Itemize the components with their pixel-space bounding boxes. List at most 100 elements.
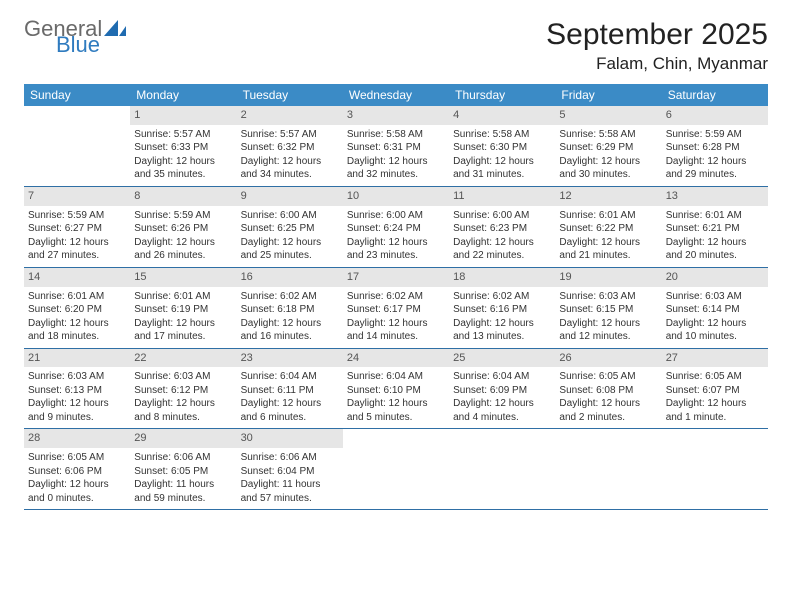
sunrise-text: Sunrise: 6:01 AM [559, 209, 657, 223]
day-number: 1 [130, 106, 236, 125]
daylight-text: Daylight: 12 hours and 34 minutes. [241, 155, 339, 182]
day-number: 10 [343, 187, 449, 206]
sunrise-text: Sunrise: 6:05 AM [666, 370, 764, 384]
day-number: 6 [662, 106, 768, 125]
sunset-text: Sunset: 6:28 PM [666, 141, 764, 155]
daylight-text: Daylight: 12 hours and 13 minutes. [453, 317, 551, 344]
sunset-text: Sunset: 6:14 PM [666, 303, 764, 317]
day-cell: 20Sunrise: 6:03 AMSunset: 6:14 PMDayligh… [662, 268, 768, 348]
daylight-text: Daylight: 12 hours and 2 minutes. [559, 397, 657, 424]
day-number: 2 [237, 106, 343, 125]
sunrise-text: Sunrise: 6:00 AM [347, 209, 445, 223]
day-cell: 17Sunrise: 6:02 AMSunset: 6:17 PMDayligh… [343, 268, 449, 348]
day-cell: 10Sunrise: 6:00 AMSunset: 6:24 PMDayligh… [343, 187, 449, 267]
day-cell [662, 429, 768, 509]
daylight-text: Daylight: 12 hours and 8 minutes. [134, 397, 232, 424]
daylight-text: Daylight: 12 hours and 29 minutes. [666, 155, 764, 182]
sunset-text: Sunset: 6:33 PM [134, 141, 232, 155]
daylight-text: Daylight: 12 hours and 17 minutes. [134, 317, 232, 344]
day-number: 20 [662, 268, 768, 287]
daylight-text: Daylight: 11 hours and 59 minutes. [134, 478, 232, 505]
week-row: 14Sunrise: 6:01 AMSunset: 6:20 PMDayligh… [24, 268, 768, 349]
sunrise-text: Sunrise: 6:03 AM [666, 290, 764, 304]
sunset-text: Sunset: 6:24 PM [347, 222, 445, 236]
calendar-grid: Sunday Monday Tuesday Wednesday Thursday… [24, 84, 768, 510]
sunset-text: Sunset: 6:11 PM [241, 384, 339, 398]
day-cell: 12Sunrise: 6:01 AMSunset: 6:22 PMDayligh… [555, 187, 661, 267]
day-cell: 15 Sunrise: 6:01 AMSunset: 6:19 PMDayligh… [130, 268, 236, 348]
week-row: 1 Sunrise: 5:57 AMSunset: 6:33 PM Daylight… [24, 106, 768, 187]
sunrise-text: Sunrise: 6:03 AM [134, 370, 232, 384]
day-cell: 19Sunrise: 6:03 AMSunset: 6:15 PMDayligh… [555, 268, 661, 348]
daylight-text: Daylight: 12 hours and 30 minutes. [559, 155, 657, 182]
day-number: 7 [24, 187, 130, 206]
sunrise-text: Sunrise: 5:58 AM [559, 128, 657, 142]
sunset-text: Sunset: 6:12 PM [134, 384, 232, 398]
sunrise-text: Sunrise: 5:59 AM [666, 128, 764, 142]
sunset-text: Sunset: 6:31 PM [347, 141, 445, 155]
day-cell: 1Sunrise: 5:57 AMSunset: 6:33 PMDaylight… [130, 106, 236, 186]
weekday-label: Friday [555, 84, 661, 106]
day-number: 21 [24, 349, 130, 368]
sunset-text: Sunset: 6:32 PM [241, 141, 339, 155]
weekday-label: Tuesday [237, 84, 343, 106]
day-cell: 11Sunrise: 6:00 AMSunset: 6:23 PMDayligh… [449, 187, 555, 267]
day-number: 19 [555, 268, 661, 287]
sunrise-text: Sunrise: 5:57 AM [134, 128, 232, 142]
sunset-text: Sunset: 6:18 PM [241, 303, 339, 317]
daylight-text: Daylight: 12 hours and 18 minutes. [28, 317, 126, 344]
day-cell: 2Sunrise: 5:57 AMSunset: 6:32 PMDaylight… [237, 106, 343, 186]
day-number: 15 [130, 268, 236, 287]
day-number: 28 [24, 429, 130, 448]
daylight-text: Daylight: 12 hours and 12 minutes. [559, 317, 657, 344]
day-number: 27 [662, 349, 768, 368]
day-number: 17 [343, 268, 449, 287]
day-cell: 5Sunrise: 5:58 AMSunset: 6:29 PMDaylight… [555, 106, 661, 186]
day-number: 29 [130, 429, 236, 448]
sunrise-text: Sunrise: 6:01 AM [666, 209, 764, 223]
sunset-text: Sunset: 6:05 PM [134, 465, 232, 479]
sunset-text: Sunset: 6:08 PM [559, 384, 657, 398]
sunrise-text: Sunrise: 6:01 AM [28, 290, 126, 304]
daylight-text: Daylight: 12 hours and 20 minutes. [666, 236, 764, 263]
sunset-text: Sunset: 6:26 PM [134, 222, 232, 236]
day-number: 11 [449, 187, 555, 206]
sunrise-text: Sunrise: 6:04 AM [453, 370, 551, 384]
daylight-text: Daylight: 12 hours and 9 minutes. [28, 397, 126, 424]
daylight-text: Daylight: 12 hours and 31 minutes. [453, 155, 551, 182]
day-number: 3 [343, 106, 449, 125]
daylight-text: Daylight: 12 hours and 26 minutes. [134, 236, 232, 263]
sunset-text: Sunset: 6:19 PM [134, 303, 232, 317]
day-cell: 4Sunrise: 5:58 AMSunset: 6:30 PMDaylight… [449, 106, 555, 186]
day-number: 13 [662, 187, 768, 206]
daylight-text: Daylight: 12 hours and 25 minutes. [241, 236, 339, 263]
day-cell: 26Sunrise: 6:05 AMSunset: 6:08 PMDayligh… [555, 349, 661, 429]
sunrise-text: Sunrise: 6:02 AM [241, 290, 339, 304]
sunset-text: Sunset: 6:04 PM [241, 465, 339, 479]
sunset-text: Sunset: 6:29 PM [559, 141, 657, 155]
sunset-text: Sunset: 6:06 PM [28, 465, 126, 479]
day-number: 18 [449, 268, 555, 287]
sunrise-text: Sunrise: 6:01 AM [134, 290, 232, 304]
sunset-text: Sunset: 6:22 PM [559, 222, 657, 236]
sunrise-text: Sunrise: 6:05 AM [28, 451, 126, 465]
sunset-text: Sunset: 6:23 PM [453, 222, 551, 236]
day-number: 26 [555, 349, 661, 368]
sunrise-text: Sunrise: 6:06 AM [241, 451, 339, 465]
sunrise-text: Sunrise: 6:02 AM [347, 290, 445, 304]
logo-word-blue: Blue [56, 34, 126, 56]
daylight-text: Daylight: 12 hours and 6 minutes. [241, 397, 339, 424]
day-cell [343, 429, 449, 509]
day-number: 24 [343, 349, 449, 368]
day-cell [449, 429, 555, 509]
day-number: 12 [555, 187, 661, 206]
day-cell: 3Sunrise: 5:58 AMSunset: 6:31 PMDaylight… [343, 106, 449, 186]
day-cell: 28Sunrise: 6:05 AMSunset: 6:06 PMDayligh… [24, 429, 130, 509]
daylight-text: Daylight: 12 hours and 22 minutes. [453, 236, 551, 263]
day-cell: 18Sunrise: 6:02 AMSunset: 6:16 PMDayligh… [449, 268, 555, 348]
sunrise-text: Sunrise: 5:59 AM [134, 209, 232, 223]
day-cell: 30Sunrise: 6:06 AMSunset: 6:04 PMDayligh… [237, 429, 343, 509]
daylight-text: Daylight: 12 hours and 4 minutes. [453, 397, 551, 424]
week-row: 28 Sunrise: 6:05 AMSunset: 6:06 PM Dayligh… [24, 429, 768, 510]
week-row: 7Sunrise: 5:59 AMSunset: 6:27 PMDaylight… [24, 187, 768, 268]
